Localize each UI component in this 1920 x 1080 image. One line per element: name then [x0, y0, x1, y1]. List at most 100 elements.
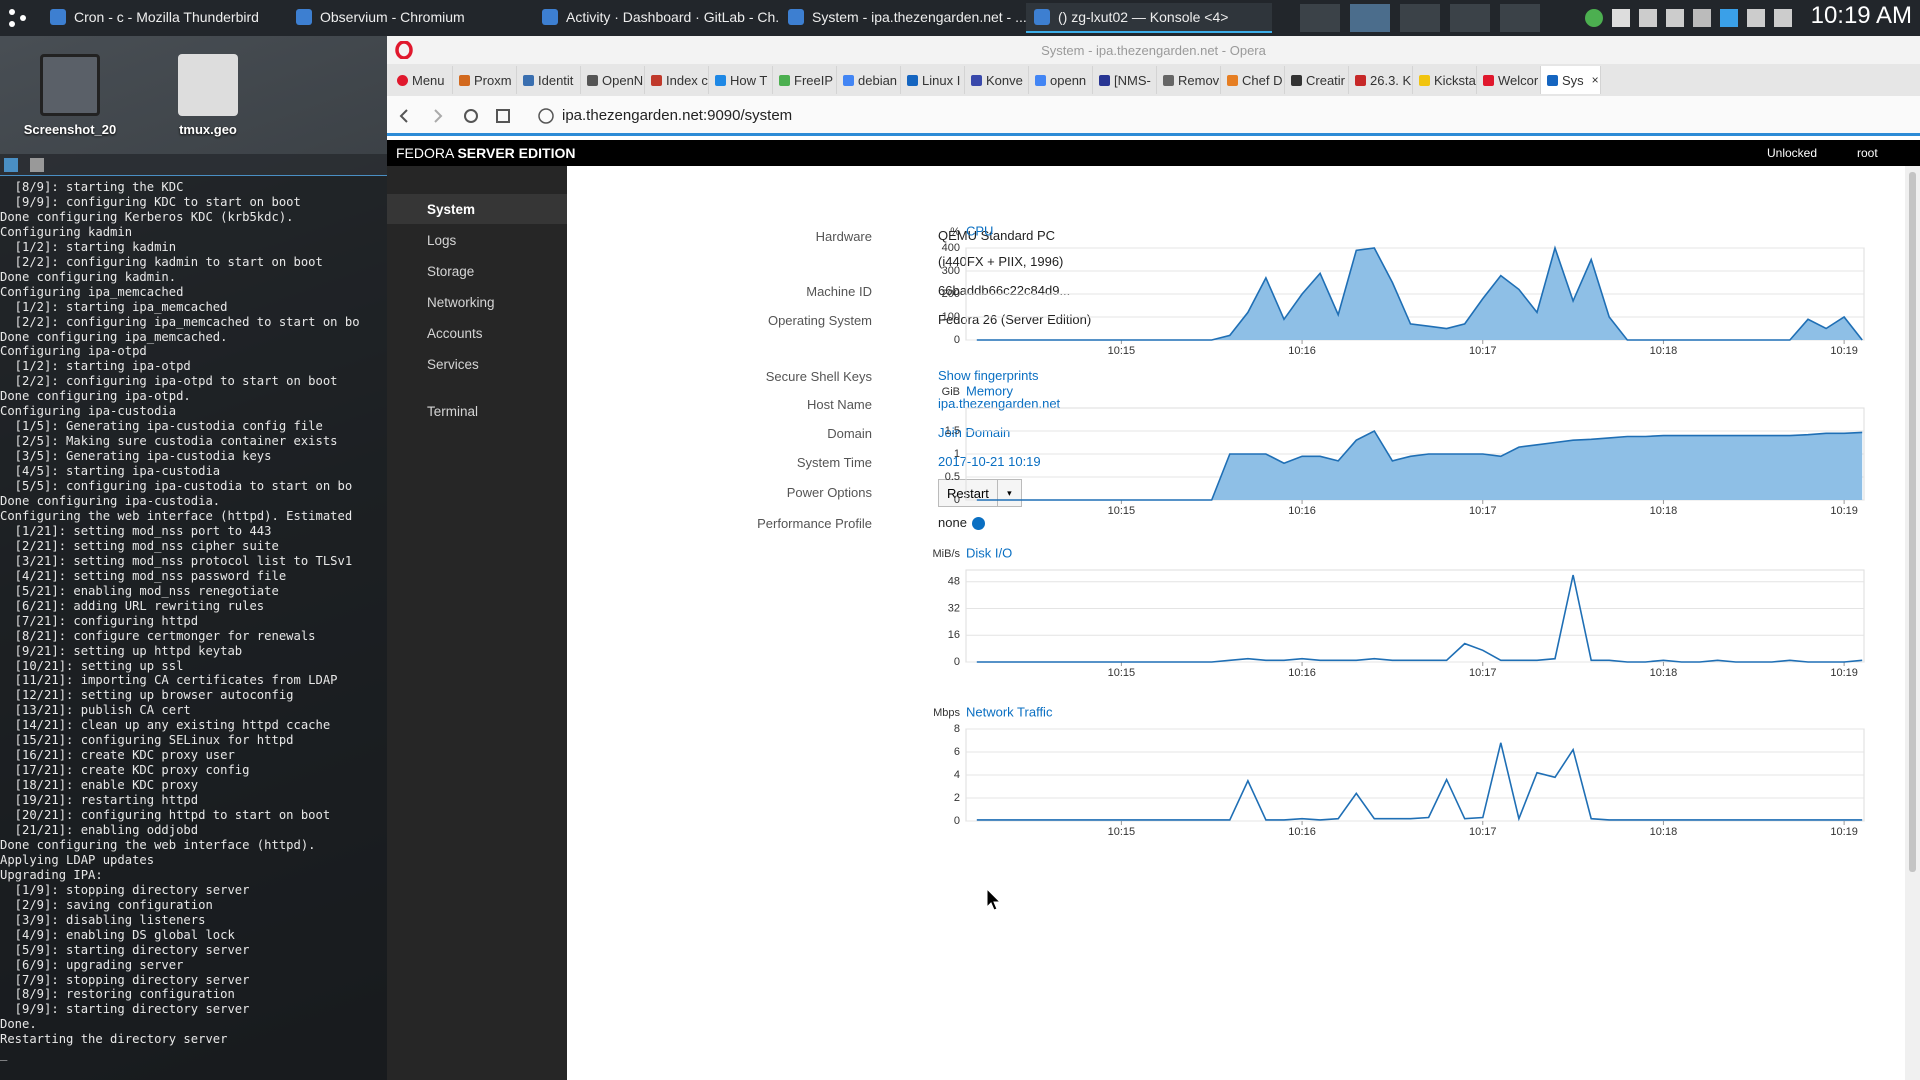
browser-tab[interactable]: FreeIP: [773, 66, 837, 94]
terminal-line: [5/9]: starting directory server: [0, 942, 250, 957]
browser-tab[interactable]: debian: [837, 66, 901, 94]
pager[interactable]: [1500, 4, 1540, 32]
browser-tab[interactable]: Proxm: [453, 66, 517, 94]
browser-tab[interactable]: Remov: [1157, 66, 1221, 94]
toolbar-button[interactable]: [30, 158, 44, 172]
tab-title: debian: [858, 72, 898, 88]
tab-title: Proxm: [474, 72, 512, 88]
tab-favicon: [1547, 74, 1558, 86]
info-link[interactable]: ipa.thezengarden.net: [938, 396, 1061, 411]
tab-favicon: [1291, 74, 1302, 86]
y-tick-label: 1: [954, 448, 960, 460]
desktop-icon[interactable]: Screenshot_20: [20, 54, 120, 137]
opera-logo[interactable]: [395, 41, 413, 59]
pager[interactable]: [1300, 4, 1340, 32]
browser-tab[interactable]: 26.3. K: [1349, 66, 1413, 94]
tray-icon[interactable]: [1693, 9, 1711, 27]
browser-tab[interactable]: Creatir: [1285, 66, 1349, 94]
launcher[interactable]: [6, 6, 30, 30]
tray-icon[interactable]: [1666, 9, 1684, 27]
terminal-output: [8/9]: starting the KDC [9/9]: configuri…: [0, 180, 387, 1062]
terminal-line: [3/9]: disabling listeners: [0, 912, 206, 927]
toolbar-button[interactable]: [4, 158, 18, 172]
tab-favicon: [1163, 74, 1174, 86]
tray-icon[interactable]: [1612, 9, 1630, 27]
task-button[interactable]: Activity · Dashboard · GitLab - Ch...: [534, 3, 780, 33]
y-tick-label: 16: [948, 629, 960, 641]
nav-item[interactable]: Networking: [427, 294, 495, 310]
tray-icon[interactable]: [1639, 9, 1657, 27]
tab-title: Welcor: [1498, 72, 1539, 88]
browser-tab[interactable]: Index c: [645, 66, 709, 94]
task-button[interactable]: Cron - c - Mozilla Thunderbird: [42, 3, 288, 33]
browser-tab[interactable]: How T: [709, 66, 773, 94]
tab-title: 26.3. K: [1370, 72, 1412, 88]
info-label: Host Name: [806, 397, 872, 412]
dropdown-toggle[interactable]: ▾: [996, 480, 1021, 506]
nav-item[interactable]: Accounts: [427, 325, 483, 341]
user-menu[interactable]: root: [1857, 146, 1878, 160]
browser-tab[interactable]: Welcor: [1477, 66, 1541, 94]
tab-title: OpenN: [602, 72, 644, 88]
system-page: Hardware QEMU Standard PC (i440FX + PIIX,…: [567, 166, 1905, 1080]
y-tick-label: 300: [942, 265, 960, 277]
info-icon[interactable]: [972, 517, 985, 530]
terminal-line: [1/2]: starting kadmin: [0, 239, 177, 254]
terminal-line: [11/21]: importing CA certificates from …: [0, 673, 338, 688]
info-link[interactable]: 2017-10-21 10:19: [938, 454, 1041, 469]
info-link[interactable]: Join Domain: [938, 425, 1011, 440]
task-button[interactable]: Observium - Chromium: [288, 3, 534, 33]
tab-title: Linux I: [922, 72, 961, 88]
terminal-line: [5/21]: enabling mod_nss renegotiate: [0, 583, 279, 598]
nav-item[interactable]: System: [387, 194, 567, 224]
browser-tab[interactable]: Linux I: [901, 66, 965, 94]
pager[interactable]: [1400, 4, 1440, 32]
task-button[interactable]: System - ipa.thezengarden.net - ...: [780, 3, 1026, 33]
tray-icon[interactable]: [1720, 9, 1738, 27]
nav-item[interactable]: Logs: [427, 232, 457, 248]
terminal-line: [1/21]: setting mod_nss port to 443: [0, 523, 272, 538]
tray-icon[interactable]: [1585, 9, 1603, 27]
browser-tab[interactable]: [NMS-: [1093, 66, 1157, 94]
clock[interactable]: 10:19 AM: [1810, 2, 1912, 29]
terminal-line: [5/5]: configuring ipa-custodia to start…: [0, 479, 353, 494]
browser-tab[interactable]: openn: [1029, 66, 1093, 94]
terminal-line: Restarting the directory server: [0, 1032, 228, 1047]
browser-tab[interactable]: OpenN: [581, 66, 645, 94]
task-button[interactable]: () zg-lxut02 — Konsole <4>: [1026, 3, 1272, 33]
nav-item[interactable]: Services: [427, 356, 479, 372]
menu-button[interactable]: Menu: [387, 66, 453, 94]
nav-item[interactable]: Terminal: [427, 403, 479, 419]
browser-tab[interactable]: Kicksta: [1413, 66, 1477, 94]
lock-status[interactable]: Unlocked: [1767, 146, 1818, 160]
x-tick-label: 10:19: [1830, 345, 1858, 357]
tab-title: Sys: [1562, 72, 1584, 88]
y-tick-label: 8: [954, 723, 960, 735]
info-link[interactable]: Show fingerprints: [938, 368, 1039, 383]
browser-tab[interactable]: Konve: [965, 66, 1029, 94]
x-tick-label: 10:18: [1650, 345, 1678, 357]
info-label: Power Options: [786, 485, 872, 500]
pager[interactable]: [1450, 4, 1490, 32]
url[interactable]: ipa.thezengarden.net:9090/system: [562, 107, 793, 124]
tab-title: Chef D: [1242, 72, 1283, 88]
y-tick-label: 1.5: [945, 425, 960, 437]
tray-icon[interactable]: [1747, 9, 1765, 27]
restart-button[interactable]: Restart ▾: [938, 479, 1022, 507]
nav-buttons[interactable]: [397, 106, 537, 126]
browser-tab[interactable]: Chef D: [1221, 66, 1285, 94]
task-icon: [542, 9, 558, 25]
tray-icon[interactable]: [1774, 9, 1792, 27]
nav-item[interactable]: Storage: [427, 263, 475, 279]
tab-close[interactable]: ×: [1591, 73, 1599, 87]
terminal-line: [6/21]: adding URL rewriting rules: [0, 598, 265, 613]
browser-tab[interactable]: Sys ×: [1541, 66, 1601, 94]
desktop-icon[interactable]: tmux.geo: [158, 54, 258, 137]
task-label: Cron - c - Mozilla Thunderbird: [74, 9, 259, 25]
scrollbar[interactable]: [1905, 166, 1920, 1080]
site-info[interactable]: [537, 107, 555, 125]
browser-tab[interactable]: Identit: [517, 66, 581, 94]
pager[interactable]: [1350, 4, 1390, 32]
x-tick-label: 10:16: [1288, 667, 1316, 679]
